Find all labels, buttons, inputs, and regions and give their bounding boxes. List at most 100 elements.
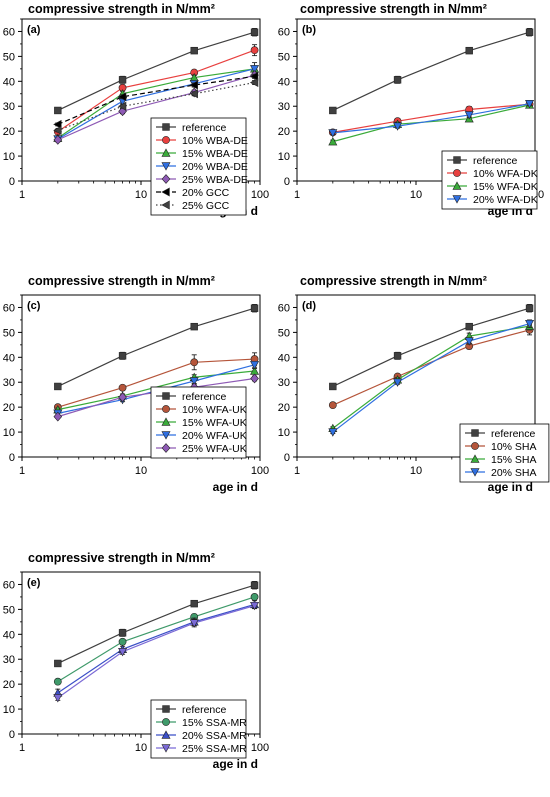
y-tick-label: 50	[3, 327, 15, 339]
legend-marker	[161, 174, 171, 184]
data-point	[465, 322, 473, 331]
data-point	[525, 28, 534, 36]
x-tick-label: 100	[251, 189, 269, 201]
legend-label: 10% WFA-DK	[473, 168, 538, 180]
series-25-gcc	[53, 78, 259, 135]
legend-marker	[161, 148, 171, 157]
legend-marker	[162, 123, 170, 131]
x-axis-label: age in d	[213, 757, 258, 771]
data-point	[329, 106, 337, 115]
legend-marker	[161, 744, 171, 753]
data-point	[250, 373, 259, 384]
x-tick-label: 100	[251, 742, 269, 754]
series-line	[332, 307, 530, 388]
data-point	[328, 136, 338, 146]
data-point	[118, 637, 127, 646]
y-tick-label: 50	[278, 51, 290, 63]
legend-marker	[471, 429, 479, 437]
panel-label: (b)	[302, 24, 316, 36]
data-point	[250, 361, 260, 370]
data-point	[464, 337, 474, 346]
x-tick-label: 10	[135, 465, 147, 477]
legend-marker	[162, 405, 170, 413]
series-line	[332, 325, 530, 429]
panel-label: (e)	[27, 577, 41, 589]
series-line	[332, 104, 530, 143]
data-point	[328, 401, 337, 410]
data-point	[118, 629, 127, 637]
y-tick-label: 30	[278, 377, 290, 389]
legend-marker	[470, 454, 480, 463]
legend-label: 25% SSA-MR	[182, 743, 247, 755]
data-point	[250, 593, 259, 601]
chart-panel-a: compressive strength in N/mm² (a) 0 10 20 30 4…	[3, 2, 269, 218]
data-point	[328, 129, 338, 138]
data-point	[118, 352, 127, 360]
y-tick-label: 20	[3, 402, 15, 414]
legend-marker	[162, 718, 170, 726]
data-point	[190, 322, 198, 331]
y-tick-label: 0	[9, 729, 15, 741]
legend-label: 20% SHA	[491, 467, 537, 479]
y-tick-label: 10	[3, 151, 15, 163]
legend-label: 15% WFA-UK	[182, 417, 247, 429]
y-tick-label: 60	[3, 26, 15, 38]
series-line	[332, 31, 530, 112]
data-point	[53, 694, 63, 703]
data-point	[190, 46, 198, 55]
legend-marker	[452, 195, 462, 204]
series-10-sha	[328, 324, 534, 410]
legend-label: 10% WBA-DE	[182, 135, 248, 147]
y-tick-label: 20	[3, 679, 15, 691]
data-point	[190, 599, 198, 608]
data-point	[190, 358, 199, 367]
legend-label: reference	[473, 155, 518, 167]
data-point	[393, 76, 402, 84]
y-tick-label: 50	[278, 327, 290, 339]
series-20-gcc	[53, 71, 259, 129]
data-point	[250, 46, 259, 55]
y-tick-label: 0	[284, 176, 290, 188]
y-tick-label: 40	[3, 352, 15, 364]
data-point	[189, 377, 199, 386]
legend-marker	[471, 442, 479, 450]
chart-panel-b: compressive strength in N/mm² (b) 0 10 20 30 4…	[278, 2, 544, 218]
series-20-wfa-dk	[328, 100, 535, 138]
data-point	[189, 89, 198, 99]
legend-label: 20% SSA-MR	[182, 730, 247, 742]
x-tick-label: 100	[251, 465, 269, 477]
x-tick-label: 1	[19, 189, 25, 201]
series-20-sha	[328, 319, 535, 437]
legend-label: 15% SSA-MR	[182, 717, 247, 729]
series-line	[57, 605, 255, 699]
series-15-wfa-dk	[328, 100, 535, 146]
data-point	[54, 659, 62, 668]
y-tick-label: 60	[278, 302, 290, 314]
series-line	[57, 68, 255, 140]
legend-marker	[161, 730, 171, 739]
x-axis-label: age in d	[488, 480, 533, 494]
legend-marker	[161, 431, 171, 440]
y-tick-label: 40	[278, 76, 290, 88]
series-reference	[329, 28, 534, 115]
series-20-ssa-mr	[53, 599, 260, 698]
y-tick-label: 40	[3, 629, 15, 641]
legend-marker	[453, 169, 461, 177]
y-tick-label: 30	[3, 654, 15, 666]
y-tick-label: 20	[3, 126, 15, 138]
data-point	[54, 106, 62, 115]
series-line	[332, 323, 530, 433]
data-point	[525, 319, 535, 329]
series-line	[57, 49, 255, 133]
x-tick-label: 1	[294, 189, 300, 201]
y-tick-label: 10	[3, 704, 15, 716]
data-point	[250, 601, 260, 611]
series-reference	[54, 581, 259, 668]
series-25-ssa-mr	[53, 601, 260, 703]
data-point	[525, 100, 535, 109]
y-tick-label: 10	[278, 427, 290, 439]
